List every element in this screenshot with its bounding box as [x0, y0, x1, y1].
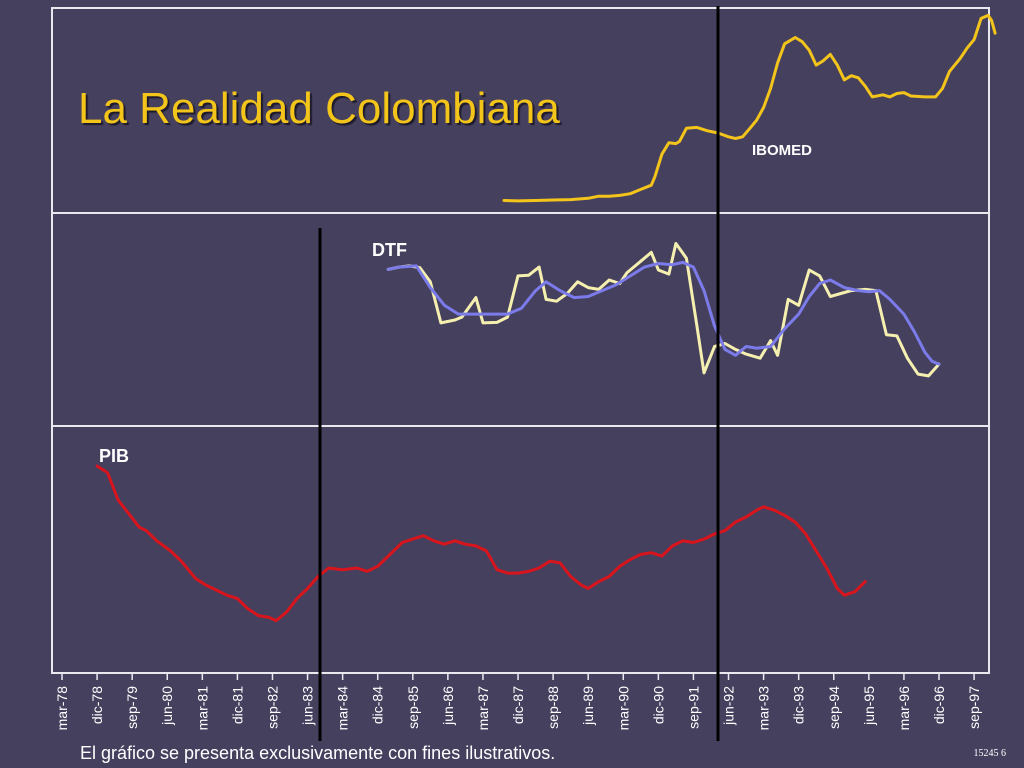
x-tick-label: dic-84	[370, 686, 386, 724]
footer-disclaimer: El gráfico se presenta exclusivamente co…	[80, 743, 556, 763]
slide-title: La Realidad Colombiana	[78, 84, 560, 133]
x-tick-label: sep-88	[545, 686, 561, 729]
slide-number: 15245 6	[973, 748, 1007, 759]
panel-label-dtf: DTF	[372, 240, 407, 260]
x-tick-label: jun-80	[159, 686, 175, 726]
x-tick-label: dic-81	[229, 686, 245, 724]
x-axis: mar-78 dic-78 sep-79 jun-80 mar-81 dic-81 sep-…	[54, 673, 982, 730]
x-tick-label: dic-90	[650, 686, 666, 724]
x-tick-label: mar-90	[615, 686, 631, 731]
x-tick-label: jun-92	[721, 686, 737, 726]
x-tick-label: sep-79	[124, 686, 140, 729]
x-tick-label: jun-83	[300, 686, 316, 726]
panel-label-pib: PIB	[99, 446, 130, 466]
x-tick-label: dic-93	[791, 686, 807, 724]
x-tick-label: mar-78	[54, 686, 70, 731]
x-tick-label: sep-91	[685, 686, 701, 729]
x-tick-label: jun-89	[580, 686, 596, 726]
x-tick-label: mar-81	[194, 686, 210, 731]
x-tick-label: dic-87	[510, 686, 526, 724]
x-tick-label: mar-84	[335, 686, 351, 731]
x-tick-label: mar-96	[896, 686, 912, 731]
series-line-ibomed	[502, 13, 997, 203]
x-tick-label: sep-94	[826, 686, 842, 729]
x-tick-label: sep-85	[405, 686, 421, 729]
x-tick-label: dic-78	[89, 686, 105, 724]
series-layer	[95, 13, 997, 623]
panel-label-ibomed: IBOMED	[752, 142, 812, 159]
x-tick-label: jun-95	[861, 686, 877, 726]
chart-frame	[51, 7, 990, 674]
series-line-dtf	[386, 242, 941, 378]
x-tick-label: jun-86	[440, 686, 456, 726]
series-line-pib	[95, 464, 867, 623]
x-tick-label: sep-97	[966, 686, 982, 729]
series-line-dtf-promedio	[386, 260, 941, 366]
x-tick-label: sep-82	[264, 686, 280, 729]
x-tick-label: dic-96	[931, 686, 947, 724]
x-tick-label: mar-87	[475, 686, 491, 731]
x-tick-label: mar-93	[756, 686, 772, 731]
